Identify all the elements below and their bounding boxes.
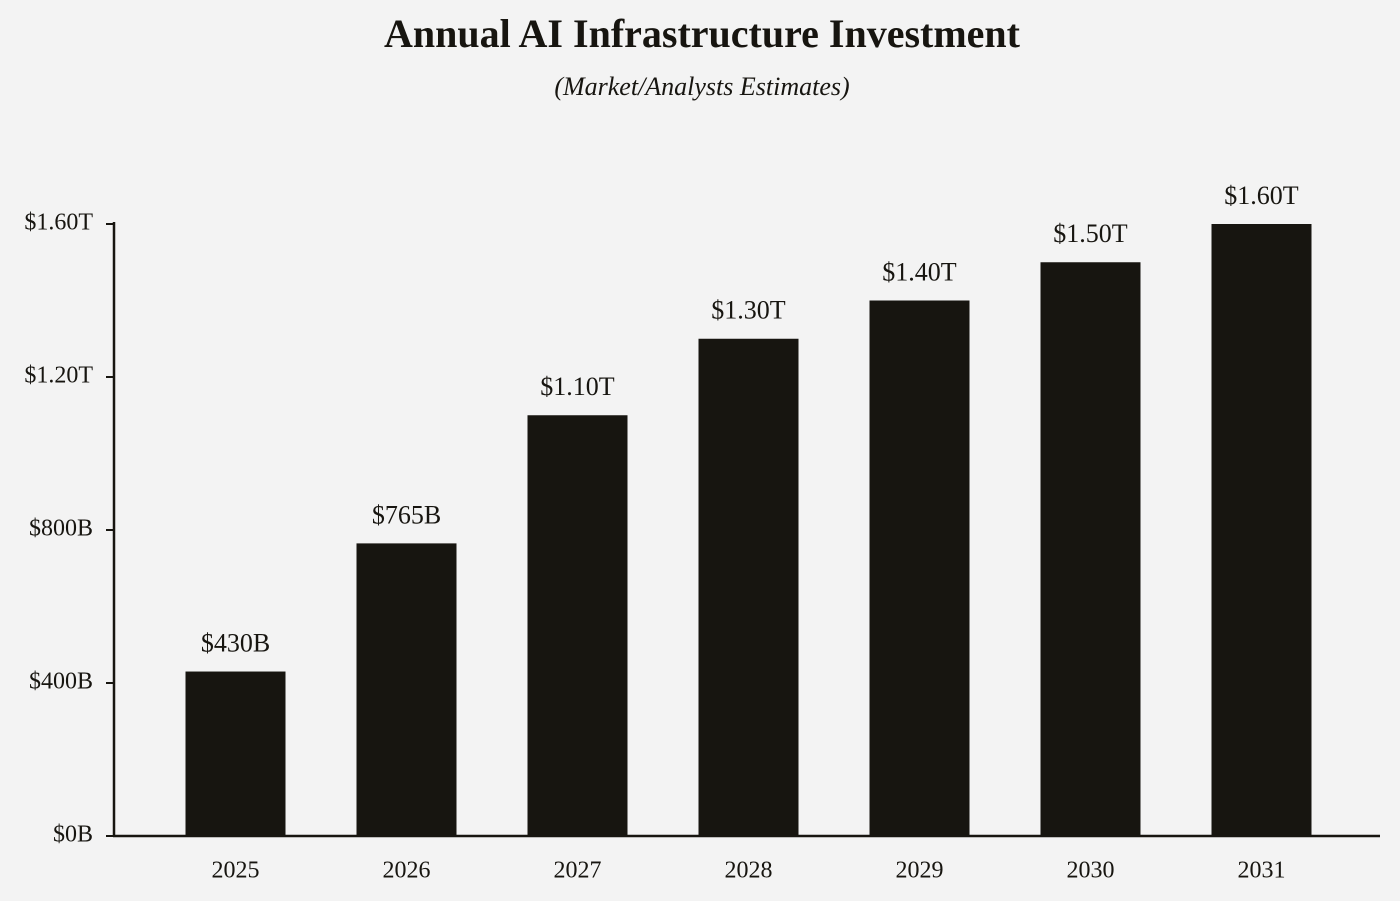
x-tick-label: 2025	[212, 858, 260, 884]
y-tick-label: $1.60T	[24, 210, 93, 236]
bar	[1040, 262, 1141, 836]
bar	[356, 543, 457, 836]
x-tick-label: 2031	[1238, 858, 1286, 884]
value-label: $1.40T	[882, 257, 957, 286]
bar	[869, 300, 970, 836]
value-label: $1.10T	[540, 372, 615, 401]
chart-title: Annual AI Infrastructure Investment	[384, 11, 1021, 56]
y-tick-label: $1.20T	[24, 363, 93, 389]
x-tick-label: 2029	[896, 858, 944, 884]
value-label: $1.60T	[1224, 181, 1299, 210]
x-tick-label: 2027	[554, 858, 602, 884]
y-tick-label: $0B	[53, 822, 93, 848]
chart-subtitle: (Market/Analysts Estimates)	[554, 72, 849, 101]
bar	[698, 338, 799, 836]
value-label: $1.50T	[1053, 219, 1128, 248]
x-tick-label: 2030	[1067, 858, 1115, 884]
bar	[1211, 224, 1312, 836]
y-tick-label: $800B	[29, 516, 93, 542]
y-tick-label: $400B	[29, 669, 93, 695]
value-label: $765B	[372, 500, 441, 529]
bar	[185, 671, 286, 836]
value-label: $430B	[201, 628, 270, 657]
x-tick-label: 2028	[725, 858, 773, 884]
x-tick-label: 2026	[383, 858, 431, 884]
bar	[527, 415, 628, 836]
value-label: $1.30T	[711, 296, 786, 325]
